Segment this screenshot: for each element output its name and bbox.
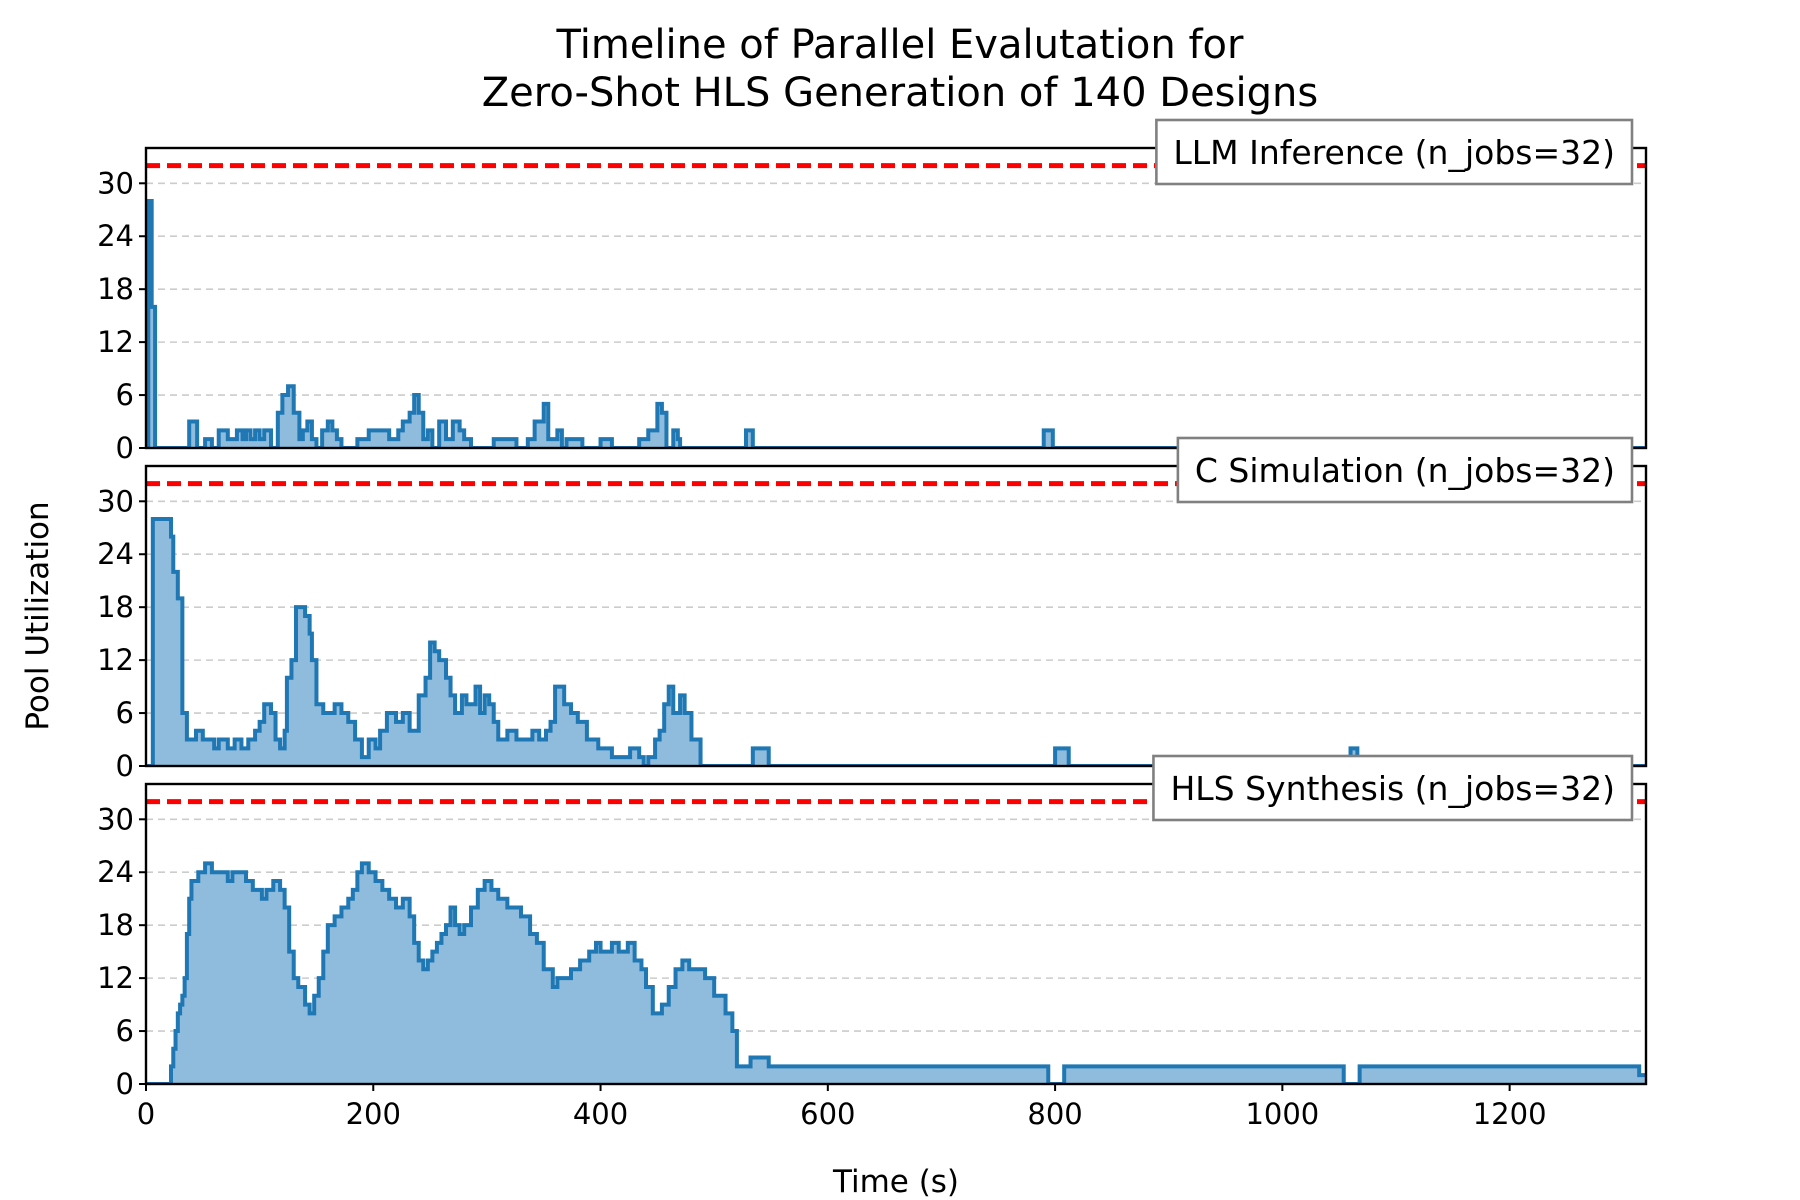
x-tick-label: 400 xyxy=(573,1097,628,1131)
x-axis: 0 200 400 600 800 1000 1200 xyxy=(137,1084,1547,1131)
series-group xyxy=(146,516,1646,766)
y-tick-label: 24 xyxy=(97,219,134,253)
chart-title: Timeline of Parallel Evalutation forZero… xyxy=(482,22,1318,116)
series-line xyxy=(146,198,1646,448)
panel-frame xyxy=(144,464,1648,768)
y-tick-label: 12 xyxy=(97,961,134,995)
series-line xyxy=(146,516,1646,766)
x-axis-label: Time (s) xyxy=(832,1164,959,1200)
chart-title-line: Zero-Shot HLS Generation of 140 Designs xyxy=(482,70,1318,116)
panel-frame xyxy=(144,146,1648,450)
y-tick-label: 12 xyxy=(97,325,134,359)
y-tick-label: 6 xyxy=(116,696,134,730)
chart-title-line: Timeline of Parallel Evalutation for xyxy=(556,22,1245,68)
legend: HLS Synthesis (n_jobs=32) xyxy=(1152,754,1634,822)
y-tick-label: 6 xyxy=(116,1014,134,1048)
x-tick-label: 800 xyxy=(1027,1097,1082,1131)
y-tick-label: 0 xyxy=(116,431,134,465)
y-tick-label: 30 xyxy=(97,802,134,836)
x-tick-label: 600 xyxy=(800,1097,855,1131)
panels: 0 6 12 18 24 30 LLM Inference (n_jobs=32) 0 6 12 1… xyxy=(97,118,1648,1101)
panel-frame xyxy=(144,782,1648,1086)
series-group xyxy=(146,198,1646,448)
legend-entry: C Simulation (n_jobs=32) xyxy=(1195,451,1615,490)
legend-box xyxy=(1155,118,1634,186)
x-tick-label: 200 xyxy=(346,1097,401,1131)
y-tick-label: 18 xyxy=(97,908,134,942)
y-axis-label: Pool Utilization xyxy=(20,501,56,730)
legend: LLM Inference (n_jobs=32) xyxy=(1155,118,1634,186)
y-tick-label: 12 xyxy=(97,643,134,677)
legend-box xyxy=(1176,436,1634,504)
y-tick-label: 18 xyxy=(97,590,134,624)
series-group xyxy=(146,861,1646,1084)
y-tick-label: 24 xyxy=(97,537,134,571)
y-tick-label: 6 xyxy=(116,378,134,412)
x-tick-label: 1000 xyxy=(1245,1097,1319,1131)
x-tick-label: 0 xyxy=(137,1097,155,1131)
legend-entry: LLM Inference (n_jobs=32) xyxy=(1173,133,1615,172)
panel: 0 6 12 18 24 30 C Simulation (n_jobs=32) xyxy=(97,436,1648,783)
series-area xyxy=(146,863,1646,1084)
legend-box xyxy=(1152,754,1634,822)
x-tick-label: 1200 xyxy=(1473,1097,1547,1131)
series-area xyxy=(146,200,1646,448)
series-area xyxy=(146,518,1646,766)
legend: C Simulation (n_jobs=32) xyxy=(1176,436,1634,504)
y-tick-label: 0 xyxy=(116,1067,134,1101)
panel: 0 6 12 18 24 30 LLM Inference (n_jobs=32) xyxy=(97,118,1648,465)
series-line xyxy=(146,861,1646,1084)
panel: 0 6 12 18 24 30 HLS Synthesis (n_jobs=32) xyxy=(97,754,1648,1101)
y-tick-label: 30 xyxy=(97,166,134,200)
legend-entry: HLS Synthesis (n_jobs=32) xyxy=(1170,769,1615,808)
y-tick-label: 0 xyxy=(116,749,134,783)
y-tick-label: 24 xyxy=(97,855,134,889)
y-tick-label: 30 xyxy=(97,484,134,518)
y-tick-label: 18 xyxy=(97,272,134,306)
